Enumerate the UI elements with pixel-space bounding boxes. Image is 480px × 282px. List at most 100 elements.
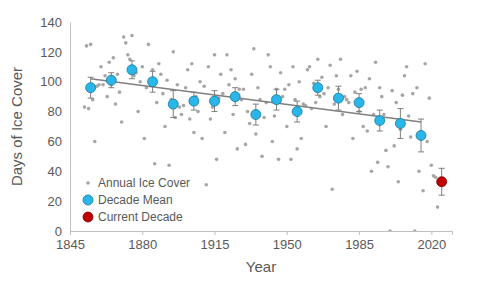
y-axis: 020406080100120140	[40, 15, 70, 239]
annual-point	[153, 162, 157, 166]
annual-point	[273, 114, 277, 118]
mean-point	[416, 130, 426, 140]
annual-point	[316, 58, 320, 62]
tick-label: 2020	[417, 237, 446, 252]
annual-point	[368, 77, 372, 81]
mean-point	[251, 110, 261, 120]
annual-point	[436, 205, 440, 209]
annual-point	[415, 86, 419, 90]
mean-point	[437, 177, 447, 187]
annual-point	[376, 161, 380, 165]
annual-point	[394, 101, 398, 105]
annual-point	[122, 35, 126, 39]
annual-point	[374, 61, 378, 65]
annual-point	[89, 43, 93, 47]
annual-point	[202, 84, 206, 88]
annual-point	[322, 92, 326, 96]
annual-point	[159, 72, 163, 76]
tick: 100	[40, 74, 70, 89]
mean-point	[292, 107, 302, 117]
annual-point	[233, 77, 237, 81]
tick-label: 60	[48, 134, 62, 149]
annual-point	[297, 80, 301, 84]
annual-point	[176, 83, 180, 87]
annual-point	[413, 229, 417, 231]
annual-point	[351, 137, 355, 141]
mean-point	[271, 95, 281, 105]
y-axis-line	[70, 23, 71, 232]
annual-point	[244, 143, 248, 147]
series	[91, 79, 421, 122]
tick-label: 80	[48, 104, 62, 119]
annual-point	[250, 72, 254, 76]
mean-point	[148, 77, 158, 87]
tick: 40	[48, 164, 70, 179]
annual-point	[136, 110, 140, 114]
annual-point	[359, 87, 363, 91]
mean-point	[189, 96, 199, 106]
mean-point	[230, 92, 240, 102]
annual-point	[417, 169, 421, 173]
annual-point	[370, 169, 374, 173]
annual-point	[397, 180, 401, 184]
annual-point	[355, 69, 359, 73]
annual-point	[262, 116, 266, 120]
tick-mark	[287, 231, 288, 235]
annual-point	[235, 147, 239, 151]
annual-point	[320, 75, 324, 79]
annual-point	[388, 229, 392, 231]
x-axis: 184518801915195019852020	[56, 231, 452, 252]
annual-point	[114, 102, 118, 106]
annual-point	[295, 147, 299, 151]
annual-point	[207, 65, 211, 69]
trend-line	[91, 79, 421, 122]
annual-point	[324, 125, 328, 129]
annual-point	[279, 71, 283, 75]
mean-point	[106, 75, 116, 85]
annual-point	[407, 114, 411, 118]
x-axis-line	[71, 232, 453, 236]
annual-point	[345, 98, 349, 102]
annual-point	[421, 189, 425, 193]
annual-point	[256, 86, 260, 90]
annual-point	[140, 65, 144, 69]
annual-point	[184, 86, 188, 90]
annual-point	[425, 140, 429, 144]
annual-point	[246, 110, 250, 114]
annual-point	[434, 175, 438, 179]
annual-point	[271, 140, 275, 144]
annual-point	[277, 158, 281, 162]
annual-point	[120, 120, 124, 124]
annual-point	[380, 95, 384, 99]
annual-point	[285, 125, 289, 129]
mean-point	[210, 96, 220, 106]
annual-point	[219, 72, 223, 76]
annual-point	[167, 164, 171, 168]
annual-point	[112, 56, 116, 60]
tick: 1880	[128, 231, 157, 252]
tick-mark	[142, 231, 143, 235]
annual-point	[209, 117, 213, 121]
annual-point	[97, 83, 101, 87]
annual-point	[157, 62, 161, 66]
series	[83, 34, 442, 231]
annual-point	[254, 132, 258, 136]
annual-point	[204, 183, 208, 187]
series	[437, 168, 447, 195]
annual-point	[198, 80, 202, 84]
tick-label: 1880	[128, 237, 157, 252]
annual-point	[223, 131, 227, 135]
annual-point	[83, 105, 87, 109]
tick: 60	[48, 134, 70, 149]
annual-point	[225, 53, 229, 57]
annual-point	[427, 96, 431, 100]
annual-point	[221, 92, 225, 96]
annual-point	[107, 61, 111, 65]
legend-label: Current Decade	[98, 210, 183, 224]
annual-point	[363, 86, 367, 90]
annual-point	[190, 62, 194, 66]
annual-point	[147, 43, 151, 47]
tick-mark	[359, 231, 360, 235]
y-axis-title: Days of Ice Cover	[8, 67, 25, 186]
annual-point	[101, 83, 105, 87]
